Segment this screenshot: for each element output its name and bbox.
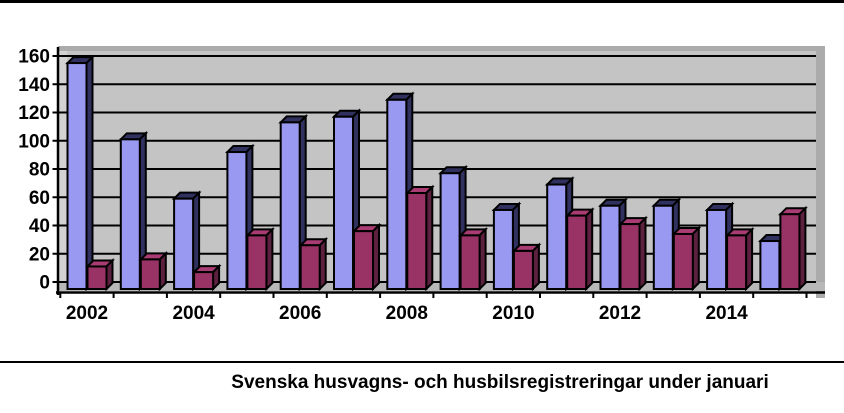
y-tick-label: 80 — [29, 160, 50, 181]
x-axis: 2002 2004 2006 2008 2010 2012 2014 — [56, 291, 825, 324]
bar-husbilar-2005 — [244, 226, 275, 292]
bar-husbilar-2013 — [671, 225, 702, 292]
bar-husbilar-2006 — [298, 236, 329, 292]
bar-husbilar-2014 — [724, 226, 755, 292]
bar-husbilar-2007 — [351, 222, 382, 292]
x-tick-label: 2014 — [705, 303, 748, 324]
chart-title: Svenska husvagns- och husbilsregistrerin… — [231, 372, 769, 393]
y-tick-label: 40 — [29, 216, 50, 237]
x-tick-label: 2004 — [172, 303, 215, 324]
y-tick-label: 20 — [29, 244, 50, 265]
bar-husbilar-2015 — [777, 205, 808, 292]
bar-husbilar-2008 — [404, 184, 435, 292]
bar-husbilar-2010 — [511, 242, 542, 292]
bar-husbilar-2002 — [85, 258, 115, 292]
top-divider — [0, 0, 844, 3]
x-tick-label: 2008 — [386, 303, 428, 324]
bar-husbilar-2003 — [138, 250, 169, 292]
bar-husbilar-2009 — [458, 226, 489, 292]
x-tick-label: 2002 — [66, 303, 108, 324]
x-tick-label: 2012 — [599, 303, 641, 324]
bar-chart: 0 20 40 60 80 100 120 140 160 2002 2004 2006 2008 201… — [18, 46, 825, 324]
y-tick-label: 100 — [18, 131, 50, 152]
bars — [65, 54, 808, 292]
chart-canvas: 0 20 40 60 80 100 120 140 160 2002 2004 2006 2008 201… — [18, 46, 825, 324]
bar-husbilar-2012 — [618, 215, 648, 292]
bar-husbilar-2004 — [191, 263, 222, 292]
x-tick-label: 2006 — [279, 303, 321, 324]
bar-husbilar-2011 — [564, 207, 595, 292]
y-tick-label: 160 — [18, 47, 50, 68]
bar-husvagnar-2002 — [65, 54, 95, 292]
bar-husvagnar-2004 — [171, 190, 202, 292]
x-tick-label: 2010 — [492, 303, 534, 324]
y-tick-label: 140 — [18, 75, 50, 96]
y-tick-label: 60 — [29, 188, 50, 209]
y-tick-label: 120 — [18, 103, 50, 124]
y-axis: 0 20 40 60 80 100 120 140 160 — [18, 47, 60, 295]
bar-husvagnar-2009 — [438, 164, 469, 292]
title-divider — [0, 361, 844, 363]
y-tick-label: 0 — [39, 273, 50, 294]
